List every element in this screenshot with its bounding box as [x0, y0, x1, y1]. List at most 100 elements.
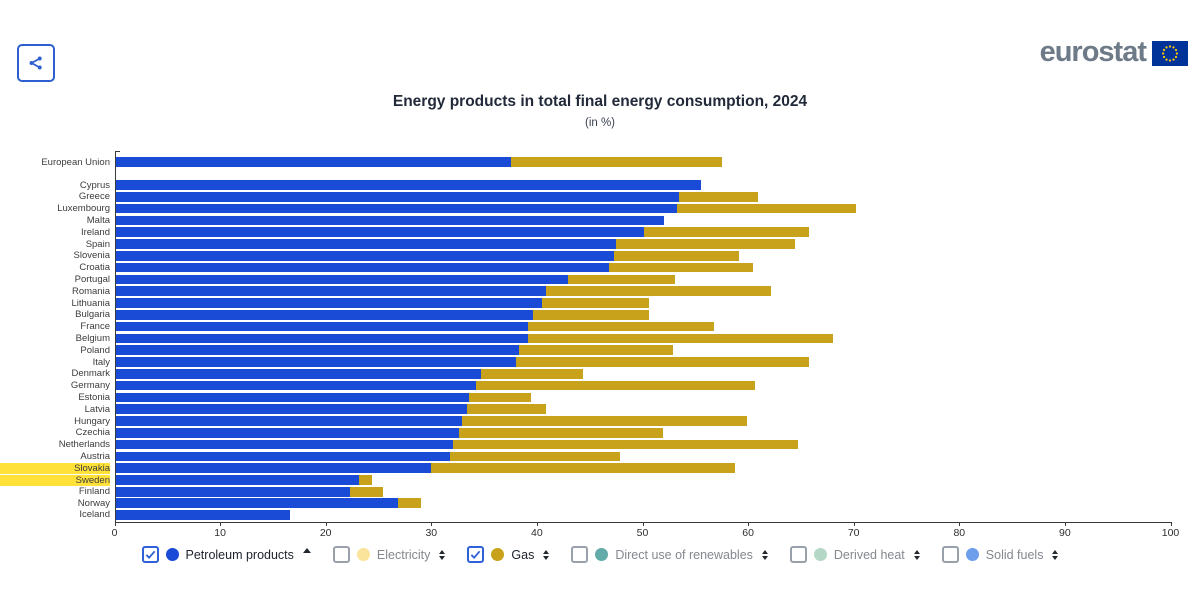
row-label-croatia: Croatia	[79, 262, 110, 274]
bar-gas[interactable]	[469, 392, 531, 403]
bar-gas[interactable]	[397, 498, 421, 508]
bar-petroleum[interactable]	[114, 345, 519, 355]
bar-gas[interactable]	[453, 439, 798, 450]
bar-petroleum[interactable]	[114, 510, 290, 520]
bar-gas[interactable]	[518, 345, 674, 355]
bar-petroleum[interactable]	[114, 428, 459, 438]
sort-both-icon[interactable]	[543, 549, 550, 560]
bar-petroleum[interactable]	[114, 475, 360, 485]
bar-petroleum[interactable]	[114, 321, 529, 332]
row-label-sweden: Sweden	[0, 474, 110, 486]
checkbox-checked-icon[interactable]	[141, 546, 159, 563]
bar-gas[interactable]	[528, 321, 715, 332]
bar-gas[interactable]	[515, 357, 810, 367]
bar-petroleum[interactable]	[114, 215, 664, 226]
bar-petroleum[interactable]	[114, 286, 547, 296]
row-label-iceland: Iceland	[79, 509, 110, 521]
x-axis-tick-label: 60	[742, 526, 754, 539]
bar-petroleum[interactable]	[114, 274, 568, 285]
share-button[interactable]	[17, 44, 55, 82]
sort-both-icon[interactable]	[1052, 549, 1059, 560]
bar-petroleum[interactable]	[114, 192, 680, 202]
checkbox-unchecked-icon[interactable]	[571, 546, 589, 563]
bar-gas[interactable]	[608, 262, 754, 273]
bar-petroleum[interactable]	[114, 369, 481, 379]
series-color-dot	[595, 548, 609, 561]
bar-petroleum[interactable]	[114, 203, 678, 214]
bar-gas[interactable]	[532, 310, 649, 320]
bar-gas[interactable]	[542, 298, 649, 308]
row-label-hungary: Hungary	[74, 415, 110, 427]
sort-both-icon[interactable]	[761, 549, 768, 560]
x-axis-tick	[220, 521, 222, 526]
sort-both-icon[interactable]	[913, 549, 920, 560]
bar-petroleum[interactable]	[114, 439, 454, 450]
bar-petroleum[interactable]	[114, 262, 609, 273]
bar-gas[interactable]	[616, 239, 795, 249]
bar-gas[interactable]	[567, 274, 676, 285]
bar-petroleum[interactable]	[114, 487, 350, 497]
bar-petroleum[interactable]	[114, 227, 644, 237]
bar-gas[interactable]	[528, 333, 833, 344]
legend-item-petroleum-products[interactable]: Petroleum products	[141, 546, 311, 563]
bar-gas[interactable]	[643, 227, 810, 237]
bar-gas[interactable]	[461, 416, 748, 426]
legend-item-gas[interactable]: Gas	[467, 546, 550, 563]
row-label-estonia: Estonia	[78, 391, 110, 403]
x-axis-tick	[431, 521, 433, 526]
bar-gas[interactable]	[679, 192, 758, 202]
checkbox-checked-icon[interactable]	[467, 546, 485, 563]
legend-item-direct-use-of-renewables[interactable]: Direct use of renewables	[571, 546, 768, 563]
checkbox-unchecked-icon[interactable]	[332, 546, 350, 563]
bar-petroleum[interactable]	[114, 404, 468, 414]
series-color-dot	[965, 548, 979, 561]
bar-petroleum[interactable]	[114, 380, 476, 391]
bar-petroleum[interactable]	[114, 498, 398, 508]
row-label-italy: Italy	[92, 356, 110, 368]
row-label-romania: Romania	[71, 285, 110, 297]
sort-ascending-icon[interactable]	[302, 548, 311, 553]
row-label-poland: Poland	[80, 344, 110, 356]
bar-petroleum[interactable]	[114, 333, 529, 344]
bar-gas[interactable]	[431, 463, 736, 473]
bar-petroleum[interactable]	[114, 451, 451, 462]
row-label-denmark: Denmark	[71, 368, 110, 380]
bar-petroleum[interactable]	[114, 392, 470, 403]
bar-petroleum[interactable]	[114, 357, 516, 367]
x-axis-tick	[748, 521, 750, 526]
bar-petroleum[interactable]	[114, 157, 511, 167]
legend-item-derived-heat[interactable]: Derived heat	[789, 546, 920, 563]
bar-petroleum[interactable]	[114, 239, 617, 249]
bar-gas[interactable]	[677, 203, 856, 214]
bar-gas[interactable]	[349, 487, 383, 497]
bar-gas[interactable]	[359, 475, 373, 485]
bar-gas[interactable]	[467, 404, 547, 414]
x-axis-tick	[853, 521, 855, 526]
bar-petroleum[interactable]	[114, 251, 614, 261]
legend-item-solid-fuels[interactable]: Solid fuels	[941, 546, 1059, 563]
checkbox-unchecked-icon[interactable]	[789, 546, 807, 563]
x-axis-tick-label: 30	[425, 526, 438, 539]
row-label-czechia: Czechia	[75, 427, 110, 439]
eurostat-logo-text: eurostat	[1039, 36, 1147, 68]
x-axis-tick-label: 10	[214, 526, 226, 539]
x-axis-tick-label: 90	[1059, 526, 1071, 539]
checkbox-unchecked-icon[interactable]	[941, 546, 959, 563]
bar-gas[interactable]	[450, 451, 621, 462]
bar-gas[interactable]	[546, 286, 772, 296]
bar-petroleum[interactable]	[114, 180, 701, 190]
row-label-finland: Finland	[78, 486, 110, 498]
bar-petroleum[interactable]	[114, 310, 533, 320]
bar-gas[interactable]	[510, 157, 722, 167]
bar-petroleum[interactable]	[114, 416, 462, 426]
legend-item-electricity[interactable]: Electricity	[332, 546, 446, 563]
bar-petroleum[interactable]	[114, 463, 432, 473]
bar-gas[interactable]	[613, 251, 739, 261]
bar-gas[interactable]	[475, 380, 756, 391]
bar-gas[interactable]	[458, 428, 663, 438]
bar-gas[interactable]	[480, 369, 584, 379]
bar-petroleum[interactable]	[114, 298, 543, 308]
row-label-greece: Greece	[78, 191, 110, 203]
row-label-malta: Malta	[86, 214, 110, 226]
sort-both-icon[interactable]	[439, 549, 446, 560]
